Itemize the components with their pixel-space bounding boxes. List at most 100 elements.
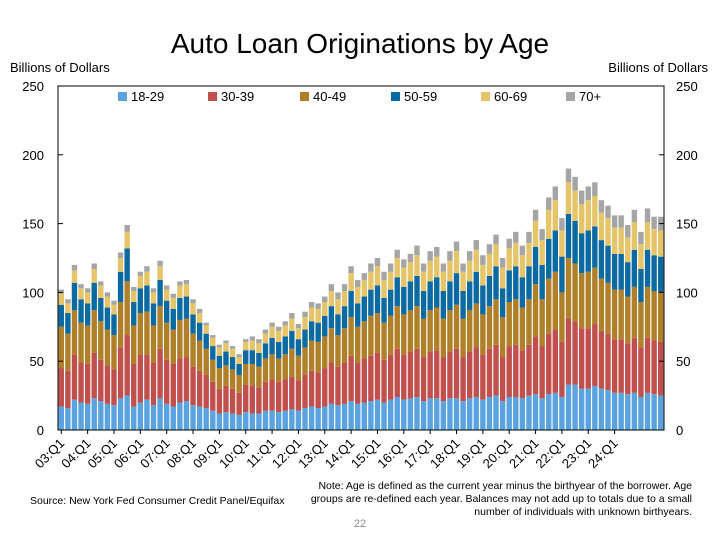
bar-segment-30-39	[407, 351, 414, 399]
bar-segment-40-49	[84, 325, 91, 364]
bar-segment-50-59	[513, 266, 519, 300]
bar-segment-70+	[506, 238, 512, 249]
bar-segment-30-39	[546, 333, 552, 395]
bar-segment-60-69	[289, 318, 295, 331]
bar-segment-70+	[170, 293, 176, 298]
bar-segment-40-49	[394, 306, 400, 349]
bar-segment-40-49	[499, 317, 506, 358]
bar-segment-30-39	[203, 374, 209, 408]
bar-segment-70+	[651, 216, 657, 230]
bar-segment-60-69	[506, 248, 512, 271]
bar-segment-18-29	[578, 388, 585, 430]
bar-segment-40-49	[658, 292, 664, 342]
bar-segment-70+	[493, 234, 499, 245]
bar-segment-30-39	[124, 335, 130, 396]
bar-segment-60-69	[486, 253, 493, 276]
bar-segment-50-59	[453, 273, 460, 305]
bar-segment-40-49	[315, 341, 321, 373]
bar-segment-18-29	[177, 402, 183, 430]
bar-segment-40-49	[275, 358, 282, 382]
bar-segment-70+	[427, 251, 433, 261]
bar-segment-30-39	[216, 388, 223, 414]
bar-segment-18-29	[91, 398, 97, 430]
bar-segment-60-69	[117, 258, 124, 272]
bar-segment-18-29	[65, 407, 71, 430]
bar-segment-30-39	[414, 348, 420, 397]
y-tick-label-left: 250	[22, 79, 44, 94]
bar-segment-30-39	[223, 385, 229, 413]
bar-segment-30-39	[289, 376, 295, 410]
bar-segment-18-29	[552, 392, 559, 430]
bar-segment-18-29	[157, 398, 163, 430]
bar-segment-70+	[440, 263, 447, 272]
bar-segment-30-39	[137, 354, 144, 403]
bar-segment-18-29	[618, 392, 624, 430]
bar-segment-40-49	[427, 310, 433, 352]
bar-segment-60-69	[644, 222, 651, 250]
bar-segment-30-39	[638, 347, 644, 397]
bar-segment-70+	[513, 231, 519, 243]
bar-segment-18-29	[262, 410, 269, 430]
bar-segment-50-59	[401, 286, 407, 315]
bar-segment-30-39	[236, 392, 242, 415]
bar-segment-30-39	[249, 385, 256, 414]
bar-segment-18-29	[506, 396, 512, 430]
bar-segment-40-49	[144, 311, 150, 355]
legend-label-50-59: 50-59	[404, 89, 437, 104]
bar-segment-50-59	[71, 282, 78, 311]
bar-segment-18-29	[638, 396, 644, 430]
bar-segment-50-59	[460, 291, 466, 319]
bar-segment-60-69	[361, 280, 367, 297]
bar-segment-50-59	[322, 315, 328, 337]
bar-segment-18-29	[98, 401, 104, 430]
bar-segment-70+	[229, 346, 236, 349]
bar-segment-60-69	[625, 237, 631, 263]
legend-swatch-40-49	[300, 92, 309, 101]
bar-segment-30-39	[427, 351, 433, 399]
x-tick-label: 10:Q1	[216, 436, 252, 472]
bar-segment-40-49	[565, 258, 572, 319]
bar-segment-40-49	[308, 340, 315, 371]
bar-segment-30-39	[644, 337, 651, 393]
bar-segment-40-49	[361, 321, 367, 359]
bar-segment-70+	[210, 335, 216, 338]
bar-segment-50-59	[144, 285, 150, 312]
bar-segment-18-29	[453, 398, 460, 430]
bar-segment-18-29	[585, 388, 591, 430]
bar-segment-60-69	[605, 218, 611, 246]
bar-segment-70+	[414, 245, 420, 256]
bar-segment-40-49	[401, 314, 407, 355]
bar-segment-40-49	[539, 299, 545, 347]
bar-segment-18-29	[111, 405, 117, 430]
bar-segment-60-69	[414, 255, 420, 276]
bar-segment-40-49	[486, 306, 493, 349]
bar-segment-18-29	[84, 403, 91, 430]
bar-segment-18-29	[644, 392, 651, 430]
bar-segment-30-39	[111, 369, 117, 406]
bar-segment-50-59	[78, 299, 84, 323]
page-number: 22	[353, 518, 367, 530]
y-tick-label-right: 200	[676, 148, 698, 163]
bar-segment-70+	[625, 224, 631, 238]
bar-segment-60-69	[104, 296, 111, 308]
bar-segment-30-39	[651, 340, 657, 395]
bar-segment-50-59	[519, 277, 526, 308]
bar-segment-40-49	[532, 284, 539, 337]
bar-segment-18-29	[539, 398, 545, 430]
bar-segment-40-49	[374, 313, 381, 353]
bar-segment-60-69	[513, 242, 519, 267]
bar-segment-18-29	[282, 410, 288, 430]
bar-segment-50-59	[355, 303, 361, 327]
bar-segment-40-49	[269, 354, 275, 380]
bar-segment-40-49	[328, 328, 335, 363]
bar-segment-60-69	[295, 328, 302, 340]
bar-segment-60-69	[190, 303, 196, 315]
bar-segment-60-69	[98, 285, 104, 298]
bar-segment-60-69	[466, 260, 473, 282]
y-tick-label-right: 0	[676, 423, 683, 438]
bar-segment-50-59	[111, 314, 117, 336]
bar-segment-40-49	[447, 310, 453, 352]
bar-segment-70+	[84, 288, 91, 293]
bar-segment-60-69	[308, 307, 315, 322]
bar-segment-18-29	[335, 405, 341, 430]
